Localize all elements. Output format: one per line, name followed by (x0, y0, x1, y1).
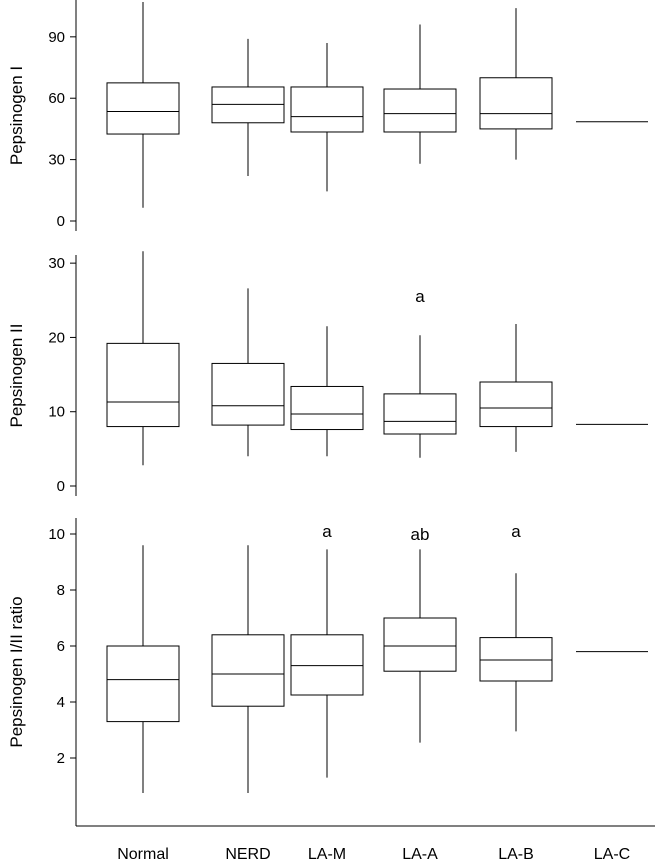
category-label-LA-C: LA-C (594, 846, 630, 863)
y-tick-label: 30 (48, 152, 65, 169)
category-label-LA-A: LA-A (402, 846, 438, 863)
y-tick-label: 30 (48, 255, 65, 272)
y-axis-title-1: Pepsinogen II (7, 324, 26, 428)
box-LA-B (479, 381, 553, 428)
y-tick-label: 0 (57, 478, 65, 495)
category-label-LA-B: LA-B (498, 846, 534, 863)
box-LA-A (383, 88, 457, 133)
box-LA-B (479, 77, 553, 130)
y-tick-label: 10 (48, 526, 65, 543)
significance-label: a (511, 522, 521, 541)
y-axis-title-0: Pepsinogen I (7, 66, 26, 165)
category-label-NERD: NERD (225, 846, 270, 863)
category-label-Normal: Normal (117, 846, 169, 863)
y-tick-label: 6 (57, 638, 65, 655)
y-axis-title-2: Pepsinogen I/II ratio (7, 596, 26, 747)
box-Normal (106, 342, 180, 428)
box-LA-B (479, 637, 553, 682)
category-label-LA-M: LA-M (308, 846, 346, 863)
significance-label: a (322, 522, 332, 541)
y-tick-label: 10 (48, 404, 65, 421)
y-tick-label: 2 (57, 750, 65, 767)
box-NERD (211, 634, 285, 707)
box-NERD (211, 86, 285, 124)
box-LA-A (383, 617, 457, 672)
box-LA-M (290, 385, 364, 431)
box-Normal (106, 82, 180, 135)
y-tick-label: 20 (48, 329, 65, 346)
box-LA-A (383, 393, 457, 435)
significance-label: a (415, 287, 425, 306)
y-tick-label: 0 (57, 213, 65, 230)
y-tick-label: 8 (57, 582, 65, 599)
box-NERD (211, 362, 285, 426)
y-tick-label: 4 (57, 694, 65, 711)
significance-label: ab (411, 525, 430, 544)
box-Normal (106, 645, 180, 723)
y-tick-label: 90 (48, 29, 65, 46)
y-tick-label: 60 (48, 90, 65, 107)
box-LA-M (290, 634, 364, 696)
box-LA-M (290, 86, 364, 133)
